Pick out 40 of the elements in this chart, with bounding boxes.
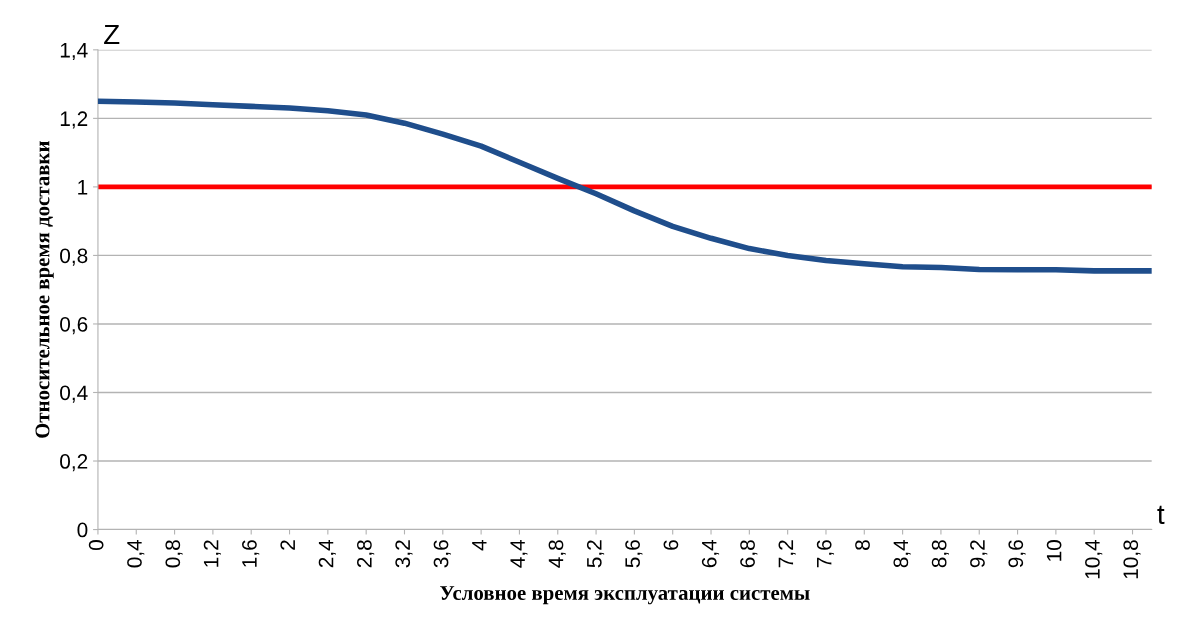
y-tick-label: 1,2	[60, 111, 88, 129]
y-tick-label: 1,4	[60, 43, 88, 61]
x-tick-label: 7,6	[816, 540, 835, 568]
x-tick-label: 0,4	[127, 539, 145, 568]
x-tick-label: 8,8	[931, 540, 949, 568]
x-tick-label: 6,4	[701, 539, 720, 568]
x-tick-label: 4,8	[548, 540, 566, 568]
y-tick-label: 0,4	[60, 385, 88, 403]
x-tick-label: 4	[472, 539, 487, 551]
x-tick-label: 3,6	[433, 540, 451, 568]
y-tick-label: 0,6	[60, 316, 88, 335]
x-tick-label: 0,8	[165, 540, 183, 568]
x-tick-label: 3,2	[395, 540, 413, 568]
y-tick-label: 1	[78, 180, 88, 195]
x-tick-label: 5,6	[625, 540, 643, 568]
y-tick-label: 0,2	[60, 454, 88, 472]
x-tick-label: 2,4	[318, 539, 336, 568]
x-tick-label: 5,2	[586, 540, 605, 568]
x-axis-title: Условное время эксплуатации системы	[440, 586, 810, 605]
x-tick-label: 10	[1046, 540, 1062, 561]
x-tick-label: 2	[280, 540, 295, 550]
x-tick-label: 8,4	[893, 539, 911, 568]
x-tick-label: 2,8	[357, 540, 375, 568]
x-tick-label: 9,2	[970, 540, 988, 568]
x-tick-label: 1,6	[242, 540, 260, 567]
y-tick-label: 0,8	[60, 248, 88, 266]
x-tick-label: 1,2	[203, 540, 221, 567]
x-tick-label: 8	[855, 540, 870, 550]
x-tick-label: 6,8	[740, 540, 758, 568]
text: Z	[104, 24, 120, 45]
x-tick-label: 7,2	[778, 540, 796, 568]
x-tick-label: 9,6	[1008, 540, 1026, 568]
x-tick-label: 10,4	[1085, 539, 1103, 579]
x-tick-label: 0	[88, 540, 104, 551]
x-tick-label: 10,8	[1123, 540, 1141, 579]
x-tick-label: 4,4	[510, 539, 528, 568]
y-tick-label: 0	[77, 522, 88, 538]
x-tick-label: 6	[663, 540, 679, 550]
text: t	[1157, 505, 1165, 524]
y-axis-title: Относительное время доставки	[35, 141, 54, 438]
